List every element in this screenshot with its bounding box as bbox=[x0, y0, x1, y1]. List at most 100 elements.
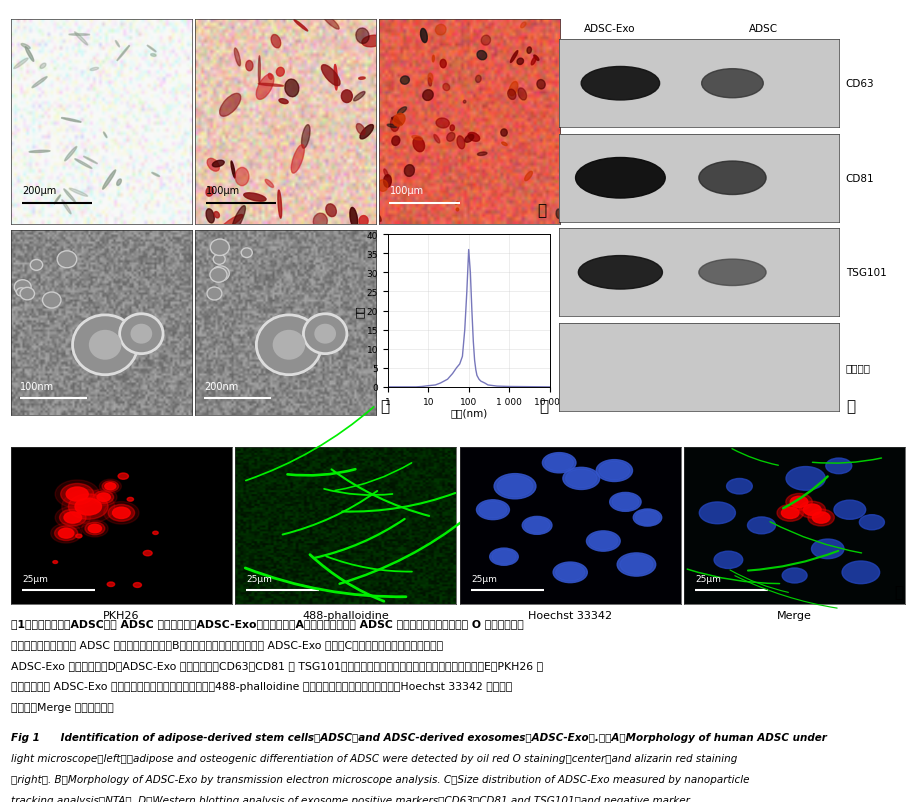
Ellipse shape bbox=[531, 58, 536, 66]
Text: 记（红色）的 ADSC-Exo 内化进入局限性硬皮病成纤维细胞，488-phalloidine 为细胞微丝骨架染色剂鬼笔环肽，Hoechst 33342 为细胞: 记（红色）的 ADSC-Exo 内化进入局限性硬皮病成纤维细胞，488-phal… bbox=[11, 681, 512, 691]
Ellipse shape bbox=[241, 249, 252, 258]
Ellipse shape bbox=[134, 583, 141, 588]
Text: 茗素红染色（右）检测 ADSC 的成脂和成骨分化；B；通过透射电子显微镜观察的 ADSC-Exo 形态；C；通过纳米颗粒跟踪分析测量的: 茗素红染色（右）检测 ADSC 的成脂和成骨分化；B；通过透射电子显微镜观察的 … bbox=[11, 639, 443, 649]
Ellipse shape bbox=[90, 68, 99, 71]
Ellipse shape bbox=[245, 62, 253, 71]
X-axis label: 直径(nm): 直径(nm) bbox=[450, 407, 487, 417]
Ellipse shape bbox=[115, 42, 120, 48]
Ellipse shape bbox=[59, 529, 74, 538]
Ellipse shape bbox=[477, 51, 486, 61]
Ellipse shape bbox=[562, 468, 600, 490]
Ellipse shape bbox=[599, 462, 630, 480]
Ellipse shape bbox=[244, 193, 266, 202]
Text: Fig 1  Identification of adipose-derived stem cells（ADSC）and ADSC-derived exosom: Fig 1 Identification of adipose-derived … bbox=[11, 732, 827, 742]
Ellipse shape bbox=[256, 75, 274, 100]
Ellipse shape bbox=[468, 133, 480, 142]
Ellipse shape bbox=[72, 315, 137, 375]
Ellipse shape bbox=[20, 288, 35, 301]
Ellipse shape bbox=[475, 76, 481, 83]
Ellipse shape bbox=[214, 213, 220, 219]
Ellipse shape bbox=[120, 314, 163, 354]
Ellipse shape bbox=[620, 555, 653, 575]
Ellipse shape bbox=[359, 217, 368, 227]
Text: 25μm: 25μm bbox=[22, 574, 48, 584]
Ellipse shape bbox=[510, 51, 518, 63]
Ellipse shape bbox=[150, 55, 156, 57]
Ellipse shape bbox=[518, 89, 527, 101]
Ellipse shape bbox=[108, 504, 135, 521]
Ellipse shape bbox=[32, 78, 47, 88]
Ellipse shape bbox=[64, 189, 75, 203]
Ellipse shape bbox=[578, 257, 662, 290]
Ellipse shape bbox=[390, 117, 399, 132]
Text: （right）. B；Morphology of ADSC-Exo by transmission electron microscope analysis. : （right）. B；Morphology of ADSC-Exo by tra… bbox=[11, 774, 749, 784]
Ellipse shape bbox=[117, 47, 129, 62]
Ellipse shape bbox=[586, 531, 620, 552]
Ellipse shape bbox=[50, 524, 82, 544]
Ellipse shape bbox=[356, 124, 365, 136]
Text: Ⓒ: Ⓒ bbox=[540, 399, 549, 414]
Ellipse shape bbox=[393, 114, 405, 127]
Ellipse shape bbox=[391, 119, 402, 125]
Text: 图1　脂肪干细胞（ADSC）和 ADSC 来源外泌体（ADSC-Exo）的鉴定　　A；光学显微镜下人 ADSC 的形态（左），通过油红 O 染色（中）和: 图1 脂肪干细胞（ADSC）和 ADSC 来源外泌体（ADSC-Exo）的鉴定 … bbox=[11, 618, 524, 628]
Text: CD81: CD81 bbox=[845, 173, 875, 184]
Ellipse shape bbox=[589, 533, 617, 550]
Ellipse shape bbox=[26, 47, 34, 63]
Ellipse shape bbox=[356, 29, 369, 44]
Ellipse shape bbox=[334, 66, 337, 91]
Ellipse shape bbox=[398, 107, 407, 115]
Ellipse shape bbox=[211, 240, 229, 256]
Ellipse shape bbox=[808, 509, 834, 526]
Ellipse shape bbox=[303, 314, 347, 354]
Ellipse shape bbox=[476, 500, 509, 520]
Ellipse shape bbox=[277, 68, 284, 77]
Ellipse shape bbox=[400, 77, 409, 85]
Ellipse shape bbox=[213, 255, 225, 265]
Ellipse shape bbox=[812, 540, 844, 559]
Ellipse shape bbox=[699, 260, 766, 286]
Ellipse shape bbox=[21, 44, 30, 50]
Ellipse shape bbox=[714, 552, 743, 569]
Ellipse shape bbox=[350, 209, 358, 229]
Ellipse shape bbox=[501, 130, 507, 137]
Ellipse shape bbox=[29, 151, 50, 153]
Ellipse shape bbox=[42, 293, 61, 309]
Text: Ⓐ: Ⓐ bbox=[538, 203, 547, 218]
Text: Merge: Merge bbox=[777, 610, 812, 620]
Ellipse shape bbox=[376, 215, 381, 222]
Ellipse shape bbox=[492, 549, 516, 565]
Ellipse shape bbox=[118, 473, 128, 480]
Text: 25μm: 25μm bbox=[695, 574, 721, 584]
Ellipse shape bbox=[220, 94, 241, 117]
Ellipse shape bbox=[842, 561, 879, 584]
Ellipse shape bbox=[537, 80, 545, 90]
Ellipse shape bbox=[103, 171, 115, 190]
Text: 染色剂，Merge 为合并的图像: 染色剂，Merge 为合并的图像 bbox=[11, 702, 114, 711]
Ellipse shape bbox=[231, 162, 235, 179]
Text: tracking analysis（NTA）. D；Western blotting analysis of exosome positive markers（: tracking analysis（NTA）. D；Western blotti… bbox=[11, 795, 690, 802]
Ellipse shape bbox=[617, 553, 656, 577]
Ellipse shape bbox=[116, 180, 122, 186]
Ellipse shape bbox=[279, 99, 289, 104]
Ellipse shape bbox=[359, 78, 365, 80]
Ellipse shape bbox=[534, 56, 539, 62]
Ellipse shape bbox=[75, 160, 92, 169]
Text: ADSC-Exo 的粒径分布；D；ADSC-Exo 阳性标志物（CD63、CD81 和 TSG101）和阴性标志物（馒连蛋白）的蛋白质印迹分析；E；PKH26 : ADSC-Exo 的粒径分布；D；ADSC-Exo 阳性标志物（CD63、CD8… bbox=[11, 660, 543, 670]
Ellipse shape bbox=[210, 268, 227, 283]
Ellipse shape bbox=[553, 562, 587, 583]
Ellipse shape bbox=[61, 119, 82, 123]
Ellipse shape bbox=[522, 516, 552, 535]
Ellipse shape bbox=[464, 136, 474, 143]
Text: Ⓑ: Ⓑ bbox=[380, 399, 389, 414]
Ellipse shape bbox=[747, 517, 776, 534]
Text: CD63: CD63 bbox=[845, 79, 875, 89]
Ellipse shape bbox=[360, 125, 374, 140]
Ellipse shape bbox=[213, 161, 224, 168]
Ellipse shape bbox=[64, 512, 82, 524]
Ellipse shape bbox=[221, 215, 243, 231]
Ellipse shape bbox=[314, 324, 336, 344]
Ellipse shape bbox=[412, 136, 422, 141]
Ellipse shape bbox=[556, 210, 562, 219]
Ellipse shape bbox=[16, 289, 26, 297]
Text: 馒连蛋白: 馒连蛋白 bbox=[845, 363, 871, 372]
